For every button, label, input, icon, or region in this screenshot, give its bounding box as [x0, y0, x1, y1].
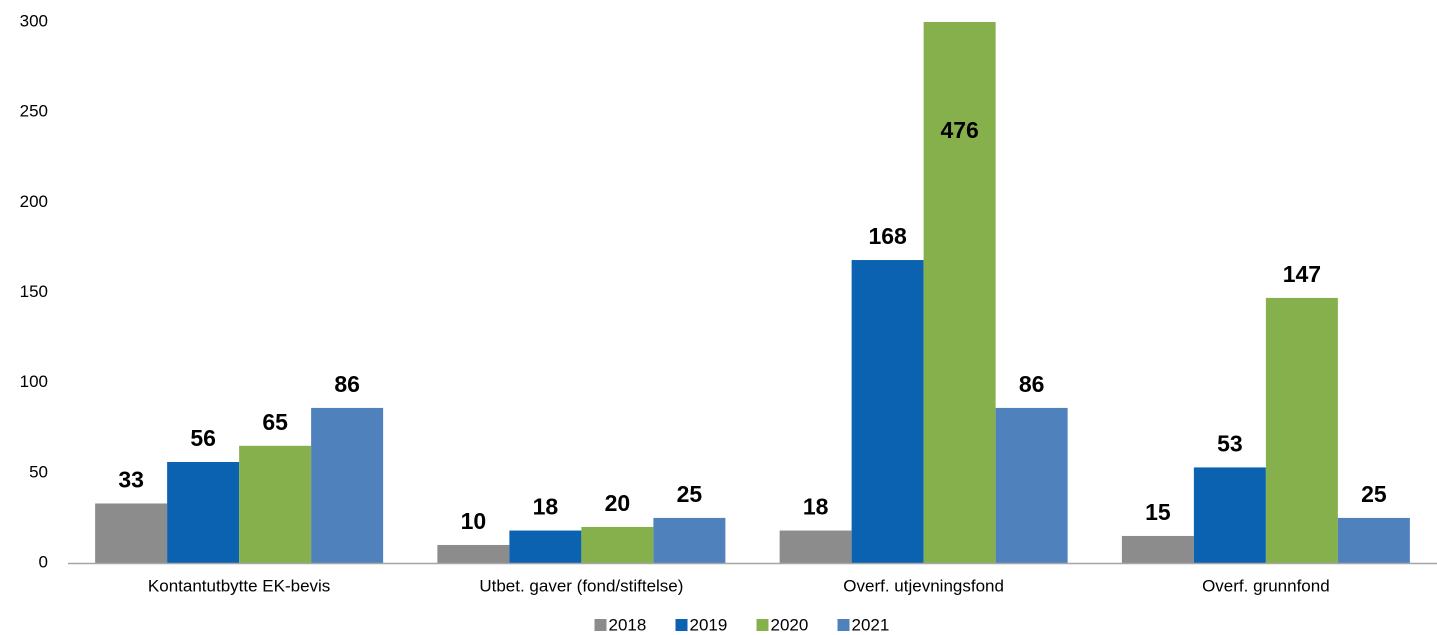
- data-label: 20: [605, 490, 631, 516]
- bar: [437, 544, 510, 563]
- bar: [509, 530, 582, 563]
- legend-swatch: [594, 619, 607, 631]
- x-tick-label: Overf. grunnfond: [1202, 576, 1330, 595]
- legend-label: 2021: [852, 615, 890, 634]
- y-tick-label: 200: [20, 192, 48, 211]
- bar: [581, 526, 654, 563]
- bar: [1337, 517, 1410, 563]
- y-tick-label: 250: [20, 102, 48, 121]
- bar: [1193, 467, 1266, 563]
- y-tick-label: 50: [29, 462, 48, 481]
- y-tick-label: 100: [20, 372, 48, 391]
- data-label: 86: [334, 371, 360, 397]
- data-label: 476: [940, 117, 978, 143]
- data-label: 147: [1283, 261, 1321, 287]
- bar: [95, 503, 168, 563]
- y-tick-label: 150: [20, 282, 48, 301]
- data-label: 33: [118, 467, 144, 493]
- data-label: 15: [1145, 499, 1171, 525]
- bar: [167, 462, 240, 563]
- legend-swatch: [837, 619, 850, 631]
- x-tick-label: Kontantutbytte EK-bevis: [148, 576, 330, 595]
- bar: [779, 530, 852, 563]
- data-label: 56: [190, 425, 216, 451]
- data-label: 25: [1361, 481, 1387, 507]
- data-label: 18: [803, 494, 829, 520]
- bar: [653, 517, 726, 563]
- legend-label: 2020: [771, 615, 809, 634]
- bar: [1265, 297, 1338, 563]
- data-label: 10: [461, 508, 487, 534]
- x-tick-label: Utbet. gaver (fond/stiftelse): [479, 576, 683, 595]
- bar: [851, 260, 924, 563]
- data-label: 86: [1019, 371, 1045, 397]
- legend-swatch: [756, 619, 769, 631]
- legend-label: 2018: [609, 615, 647, 634]
- plot-area: [95, 22, 1410, 563]
- data-label: 53: [1217, 431, 1243, 457]
- bar: [311, 407, 384, 563]
- data-label: 65: [262, 409, 288, 435]
- x-tick-label: Overf. utjevningsfond: [843, 576, 1004, 595]
- data-label: 168: [868, 223, 907, 249]
- bar: [1121, 535, 1194, 563]
- legend-swatch: [675, 619, 688, 631]
- y-tick-label: 300: [20, 11, 48, 30]
- data-label: 18: [533, 494, 559, 520]
- data-label: 25: [677, 481, 703, 507]
- legend-label: 2019: [690, 615, 728, 634]
- bar: [923, 22, 996, 563]
- bar: [239, 445, 312, 563]
- bar: [995, 407, 1068, 563]
- y-tick-label: 0: [39, 552, 48, 571]
